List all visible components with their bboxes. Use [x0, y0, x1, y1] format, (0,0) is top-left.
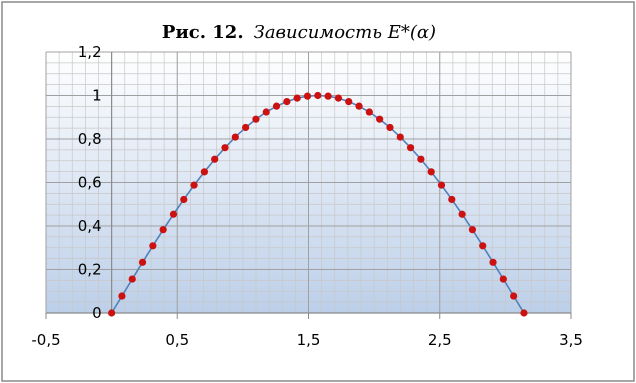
data-point — [242, 123, 250, 132]
grid — [45, 51, 572, 314]
data-point — [138, 258, 147, 266]
data-point — [437, 181, 446, 189]
chart-title-box: Рис. 12. Зависимость E*(α) — [118, 14, 480, 48]
data-point — [180, 195, 188, 204]
data-point — [334, 94, 343, 102]
data-point — [221, 144, 229, 152]
x-tick-label: 2,5 — [428, 331, 452, 349]
data-point — [376, 115, 384, 123]
data-point — [499, 275, 507, 283]
chart-title: Рис. 12. Зависимость E*(α) — [162, 22, 436, 43]
data-point — [355, 102, 363, 110]
y-tick-label: 0,6 — [78, 174, 102, 192]
data-point — [417, 155, 425, 163]
data-point — [386, 123, 394, 132]
data-point — [468, 226, 477, 234]
data-point — [293, 94, 301, 102]
data-point — [510, 292, 518, 300]
x-tick-label: 1,5 — [297, 331, 321, 349]
chart-title-label: Рис. 12. — [162, 22, 244, 43]
y-tick-label: 0,4 — [78, 217, 102, 235]
data-point — [324, 92, 332, 100]
data-point — [458, 210, 466, 218]
data-point — [283, 97, 291, 106]
data-point — [406, 144, 415, 152]
y-tick-label: 0,2 — [78, 261, 102, 279]
x-tick-label: 3,5 — [559, 331, 583, 349]
data-point — [149, 242, 157, 250]
data-point — [211, 155, 219, 163]
data-point — [314, 91, 322, 100]
data-point — [118, 292, 126, 300]
data-point — [108, 309, 116, 317]
y-tick-label: 1 — [92, 87, 102, 105]
data-point — [231, 133, 239, 141]
y-tick-label: 0,8 — [78, 130, 102, 148]
chart-title-text: Зависимость E*(α) — [254, 22, 436, 43]
data-point — [520, 309, 528, 317]
axes: -0,5 0,5 1,5 2,5 3,5 0 0,2 0,4 0,6 0,8 1 1,2 — [31, 43, 583, 349]
data-point — [159, 226, 167, 234]
data-point — [365, 108, 373, 116]
series — [108, 91, 528, 317]
data-point — [396, 133, 404, 141]
x-tick-label: 0,5 — [165, 331, 189, 349]
data-point — [489, 258, 497, 266]
data-point — [479, 242, 487, 250]
data-point — [345, 97, 353, 106]
chart-title-background — [118, 14, 480, 48]
data-point — [252, 115, 260, 123]
data-point — [303, 92, 312, 100]
data-point — [200, 168, 209, 176]
x-tick-label: -0,5 — [31, 331, 60, 349]
data-point — [448, 195, 456, 204]
data-point — [190, 181, 198, 189]
y-tick-label: 0 — [92, 304, 102, 322]
data-point — [427, 168, 435, 176]
y-tick-label: 1,2 — [78, 43, 102, 61]
data-point — [262, 108, 270, 116]
data-point — [169, 210, 178, 218]
data-point — [272, 102, 281, 110]
data-point — [128, 275, 136, 283]
